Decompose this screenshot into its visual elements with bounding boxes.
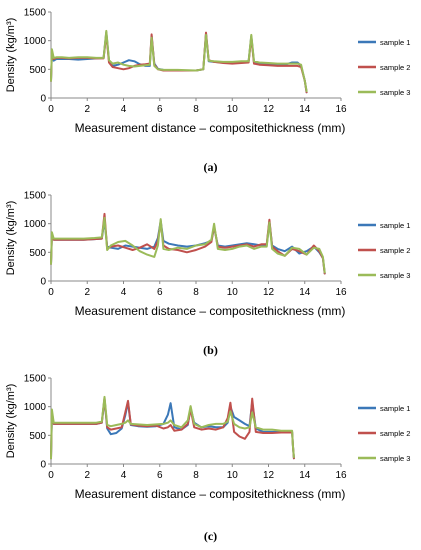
series-line-sample-3 [50,29,308,93]
series-line-sample-2 [50,397,295,460]
caption-c: (c) [203,529,218,543]
y-tick-label: 500 [29,431,46,442]
x-tick-label: 4 [121,287,127,298]
x-axis-title: Measurement distance – compositethicknes… [75,304,346,318]
x-tick-label: 10 [227,104,239,115]
x-tick-label: 2 [84,287,90,298]
density-chart-a: 0 500 1000 1500 0 2 4 6 8 10 12 14 16 Density (kg/m³)… [5,8,410,136]
density-chart-c: 0 500 1000 1500 0 2 4 6 8 10 12 14 16 Density (kg/m³)… [5,374,410,502]
legend-label-sample-3: sample 3 [380,454,410,463]
y-axis-title: Density (kg/m³) [5,384,17,459]
y-tick-label: 0 [40,277,46,288]
y-tick-label: 1000 [24,36,47,47]
chart-panel-a: 0 500 1000 1500 0 2 4 6 8 10 12 14 16 Density (kg/m³)… [0,0,421,183]
series-line-sample-3 [50,395,295,460]
y-tick-label: 500 [29,65,46,76]
density-chart-b: 0 500 1000 1500 0 2 4 6 8 10 12 14 16 Density (kg/m³)… [5,191,410,319]
x-tick-label: 0 [48,287,54,298]
chart-panel-c: 0 500 1000 1500 0 2 4 6 8 10 12 14 16 Density (kg/m³)… [0,366,421,549]
x-tick-label: 12 [263,287,275,298]
chart-panel-b: 0 500 1000 1500 0 2 4 6 8 10 12 14 16 Density (kg/m³)… [0,183,421,366]
x-axis-title: Measurement distance – compositethicknes… [75,487,346,501]
x-tick-label: 2 [84,470,90,481]
x-tick-label: 14 [299,470,311,481]
x-tick-label: 0 [48,470,54,481]
x-tick-label: 2 [84,104,90,115]
y-axis-title: Density (kg/m³) [5,18,17,93]
y-tick-label: 1000 [24,219,47,230]
x-axis-title: Measurement distance – compositethicknes… [75,121,346,135]
y-tick-label: 0 [40,460,46,471]
series-line-sample-2 [50,212,326,275]
legend-label-sample-1: sample 1 [380,38,410,47]
caption-b: (b) [203,343,218,357]
x-tick-label: 14 [299,287,311,298]
legend-label-sample-1: sample 1 [380,404,410,413]
legend-label-sample-2: sample 2 [380,246,410,255]
legend-label-sample-3: sample 3 [380,271,410,280]
legend-label-sample-2: sample 2 [380,429,410,438]
x-tick-label: 6 [157,104,163,115]
y-tick-label: 1500 [24,374,47,385]
x-tick-label: 16 [335,104,347,115]
x-tick-label: 4 [121,104,127,115]
series-line-sample-3 [50,216,326,274]
x-tick-label: 8 [193,287,199,298]
x-tick-label: 8 [193,104,199,115]
legend-label-sample-2: sample 2 [380,63,410,72]
x-tick-label: 12 [263,470,275,481]
y-tick-label: 1500 [24,8,47,19]
legend-label-sample-3: sample 3 [380,88,410,97]
x-tick-label: 8 [193,470,199,481]
y-tick-label: 1500 [24,191,47,202]
y-tick-label: 1000 [24,402,47,413]
x-tick-label: 10 [227,470,239,481]
x-tick-label: 4 [121,470,127,481]
x-tick-label: 10 [227,287,239,298]
legend-label-sample-1: sample 1 [380,221,410,230]
y-tick-label: 500 [29,248,46,259]
x-tick-label: 14 [299,104,311,115]
x-tick-label: 12 [263,104,275,115]
y-axis-title: Density (kg/m³) [5,201,17,276]
x-tick-label: 6 [157,470,163,481]
x-tick-label: 0 [48,104,54,115]
x-tick-label: 16 [335,470,347,481]
x-tick-label: 16 [335,287,347,298]
y-tick-label: 0 [40,94,46,105]
caption-a: (a) [203,160,218,174]
x-tick-label: 6 [157,287,163,298]
series-line-sample-1 [50,219,326,275]
